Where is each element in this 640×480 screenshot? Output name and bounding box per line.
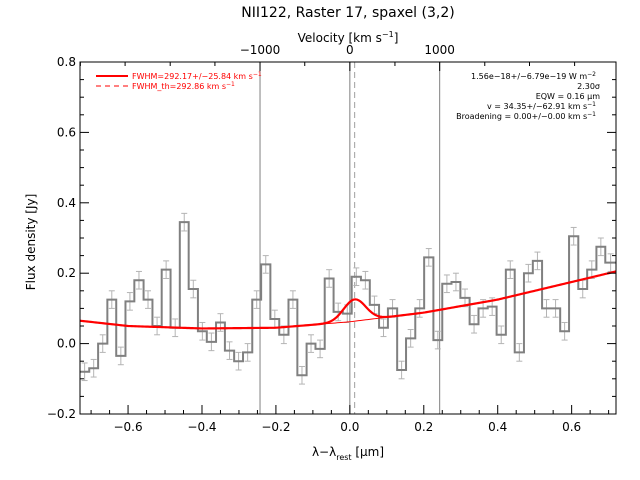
x-tick-label: 0.0 — [340, 420, 359, 434]
fit-annotation: Broadening = 0.00+/−0.00 km s−1 — [456, 111, 596, 121]
top-axis-label: Velocity [km s−1] — [298, 30, 399, 45]
x-tick-label: 0.4 — [488, 420, 507, 434]
x-tick-label: 0.6 — [562, 420, 581, 434]
fit-annotation: 2.30σ — [577, 82, 600, 91]
theoretical-fwhm-fit-line — [79, 270, 617, 329]
x-tick-label: 0.2 — [414, 420, 433, 434]
legend-label: FWHM=292.17+/−25.84 km s−1 — [132, 71, 262, 81]
y-tick-label: −0.2 — [47, 407, 76, 421]
x-tick-label: −0.6 — [113, 420, 142, 434]
y-tick-label: 0.8 — [57, 55, 76, 69]
spectrum-step-line — [80, 221, 616, 377]
legend-label: FWHM_th=292.86 km s−1 — [132, 81, 235, 91]
chart-title: NII122, Raster 17, spaxel (3,2) — [241, 5, 454, 21]
y-tick-label: 0.6 — [57, 125, 76, 139]
top-tick-label: −1000 — [240, 43, 281, 57]
x-tick-label: −0.2 — [261, 420, 290, 434]
y-axis-label: Flux density [Jy] — [24, 194, 38, 291]
fit-annotation: EQW = 0.16 μm — [536, 92, 600, 101]
fit-annotation: 1.56e−18+/−6.79e−19 W m−2 — [471, 71, 596, 81]
x-axis-label: λ−λrest [μm] — [312, 445, 384, 462]
y-tick-label: 0.0 — [57, 337, 76, 351]
fit-annotation: v = 34.35+/−62.91 km s−1 — [487, 101, 596, 111]
y-tick-label: 0.4 — [57, 196, 76, 210]
top-tick-label: 1000 — [424, 43, 455, 57]
gaussian-fit-line — [79, 270, 617, 330]
y-tick-label: 0.2 — [57, 266, 76, 280]
continuum-line — [79, 270, 617, 329]
top-tick-label: 0 — [346, 43, 354, 57]
x-tick-label: −0.4 — [187, 420, 216, 434]
